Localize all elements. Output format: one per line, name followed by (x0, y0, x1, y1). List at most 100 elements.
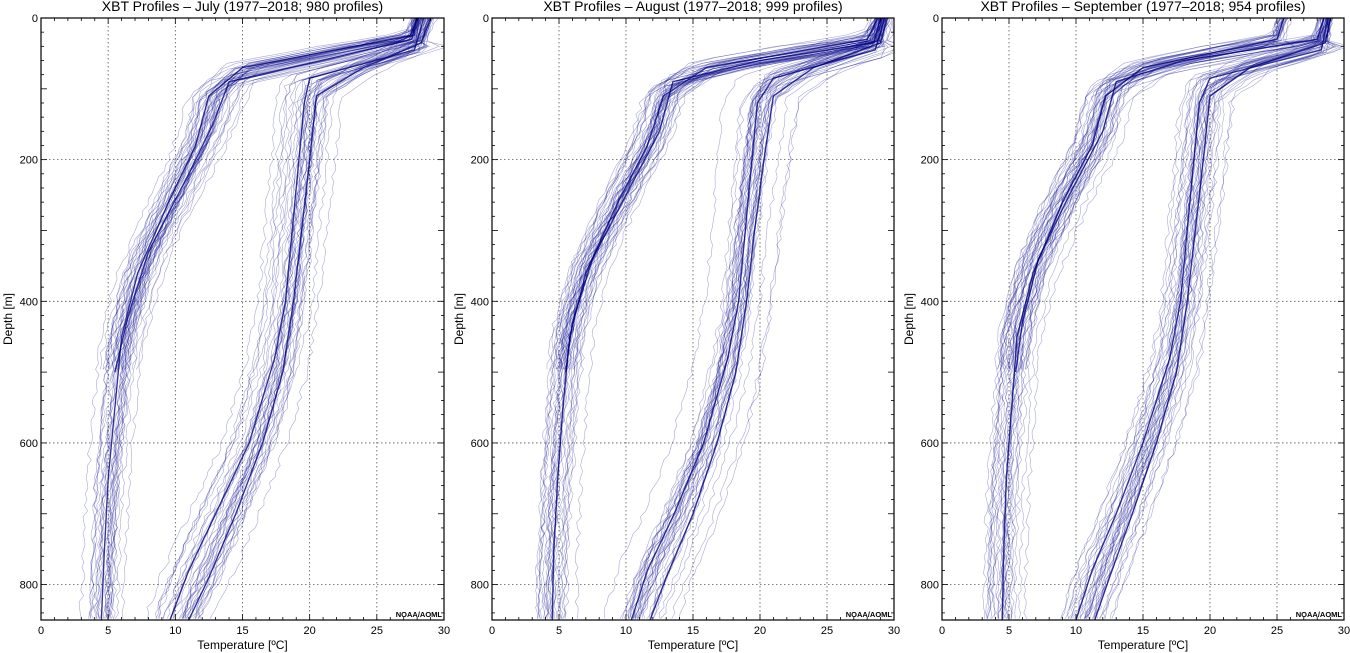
profile-series-2-line (629, 18, 884, 619)
profile-series-3-line (1099, 18, 1331, 619)
y-tick-label: 0 (32, 13, 38, 25)
profile-series-4-line (110, 18, 419, 619)
profile-series-3-line (1094, 18, 1334, 619)
profile-series-4-line (88, 18, 412, 619)
profile-series-1-line (108, 18, 417, 370)
profile-series-3-line (197, 18, 431, 619)
profile-series-1-line (131, 18, 423, 370)
profile-series-2-line (155, 18, 422, 619)
profile-series-1-line (100, 18, 413, 370)
profile-series-4-line (552, 18, 880, 619)
profile-series-1-line (1026, 18, 1327, 370)
profile-series-2-line (172, 18, 423, 619)
profile-series-3-line (1099, 18, 1337, 619)
x-tick-label: 25 (1271, 625, 1283, 637)
x-tick-label: 15 (1137, 625, 1149, 637)
x-tick-label: 20 (754, 625, 766, 637)
x-tick-label: 15 (687, 625, 699, 637)
x-axis-label: Temperature [ºC] (197, 638, 287, 652)
profile-series-3-line (1092, 18, 1330, 619)
profile-series-4-line (1010, 18, 1288, 619)
profile-series-3-line (641, 18, 888, 619)
profile-series-2-line (1086, 18, 1334, 619)
x-tick-label: 5 (105, 625, 111, 637)
x-tick-label: 15 (236, 625, 248, 637)
profile-series-4-line (982, 18, 1281, 619)
profile-series-2-line (640, 18, 887, 619)
profile-series-3-line (1086, 18, 1327, 619)
profile-series-3-mean-line (649, 18, 888, 620)
profile-series-3-line (635, 18, 886, 619)
profile-series-4-line (558, 18, 881, 619)
profile-series-4-line (1008, 18, 1289, 619)
profile-series-4-line (88, 18, 414, 619)
profile-series-4-line (94, 18, 416, 619)
profile-series-3-line (209, 18, 440, 619)
profile-series-4-line (554, 18, 878, 619)
profile-series-2-line (619, 18, 883, 619)
profile-series-4-line (541, 18, 877, 619)
y-tick-label: 400 (471, 296, 489, 308)
profile-series-1-line (119, 18, 419, 370)
profile-series-4-line (538, 18, 871, 619)
profile-series-4-mean-line (551, 18, 879, 620)
profile-series-4-line (1023, 18, 1296, 619)
profile-series-2-line (623, 18, 884, 619)
profile-series-4-line (108, 18, 420, 619)
profile-series-1-line (556, 18, 881, 370)
profile-series-2-line (1084, 18, 1331, 619)
profile-series-3-line (634, 18, 884, 619)
profile-series-2-line (603, 18, 880, 619)
profile-series-4-line (547, 18, 878, 619)
profile-series-2-line (157, 18, 420, 619)
profile-series-1-line (564, 18, 883, 370)
profile-series-4-line (104, 18, 418, 619)
profile-series-2-line (622, 18, 883, 619)
profile-series-3-line (678, 18, 894, 619)
profile-series-4-line (986, 18, 1280, 619)
profile-series-4-line (986, 18, 1278, 619)
profile-series-4-mean-line (100, 18, 418, 620)
profile-series-4-line (103, 18, 420, 619)
profile-series-1-line (554, 18, 877, 370)
x-tick-label: 20 (1204, 625, 1216, 637)
profile-series-1-line (102, 18, 412, 370)
profile-series-1-line (563, 18, 881, 370)
profile-series-3-line (634, 18, 883, 619)
profile-series-4-line (1002, 18, 1285, 619)
profile-series-3-line (1095, 18, 1330, 619)
profile-series-2-line (1064, 18, 1326, 619)
profile-series-2-line (1067, 18, 1325, 619)
profile-series-3-line (650, 18, 888, 619)
chart-title: XBT Profiles – August (1977–2018; 999 pr… (543, 0, 842, 14)
profile-series-3-line (652, 18, 892, 619)
y-axis-label: Depth [m] (452, 293, 466, 345)
profile-series-3-line (185, 18, 430, 619)
profile-series-4-line (560, 18, 876, 619)
profile-series-3-line (1096, 18, 1330, 619)
credit-label: NOAA/AOML (846, 610, 893, 619)
x-tick-label: 10 (1070, 625, 1082, 637)
profile-series-4-line (543, 18, 877, 619)
profile-series-3-line (649, 18, 887, 619)
profile-series-2-line (1070, 18, 1329, 619)
profile-series-1-line (1019, 18, 1329, 370)
y-tick-label: 400 (921, 296, 939, 308)
profile-series-4-line (998, 18, 1286, 619)
x-tick-label: 30 (1338, 625, 1350, 637)
y-tick-label: 0 (483, 13, 489, 25)
profile-series-4-line (107, 18, 420, 619)
profile-series-4-line (535, 18, 873, 619)
profile-series-3-line (195, 18, 433, 619)
y-tick-label: 800 (20, 580, 38, 592)
profile-series-4-line (549, 18, 879, 619)
profile-series-1-line (996, 18, 1320, 370)
profile-series-4-line (103, 18, 420, 619)
profile-series-4-line (543, 18, 876, 619)
profile-series-3-line (1075, 18, 1327, 619)
profile-series-4-line (111, 18, 422, 619)
profile-series-1-line (123, 18, 420, 370)
profile-series-2-line (194, 18, 444, 619)
profile-series-4-line (574, 18, 882, 619)
profile-series-3-line (653, 18, 889, 619)
